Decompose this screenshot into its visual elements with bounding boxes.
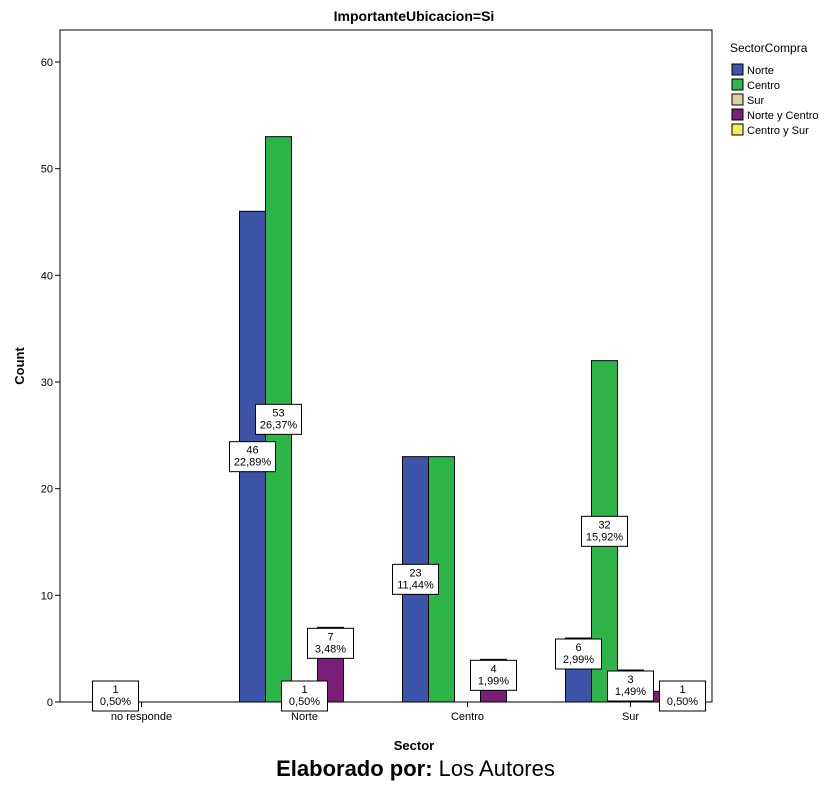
data-label: 6 bbox=[575, 642, 581, 654]
x-tick-label: Norte bbox=[291, 711, 318, 723]
y-tick-label: 60 bbox=[41, 57, 53, 69]
data-label: 1,99% bbox=[478, 675, 509, 687]
footer-text: Los Autores bbox=[432, 756, 555, 781]
legend-swatch bbox=[731, 123, 744, 136]
legend-swatch bbox=[731, 63, 744, 76]
data-label: 1 bbox=[301, 684, 307, 696]
x-tick-label: Sur bbox=[622, 711, 639, 723]
data-label: 46 bbox=[246, 445, 258, 457]
data-label: 53 bbox=[272, 407, 284, 419]
data-label-box bbox=[92, 680, 139, 712]
data-label: 15,92% bbox=[586, 531, 624, 543]
data-label: 11,44% bbox=[397, 579, 434, 591]
legend-swatch bbox=[731, 108, 744, 121]
bar-chart: ImportanteUbicacion=Si 0 10 20 30 40 50 60 Count… bbox=[12, 8, 819, 750]
data-label: 0,50% bbox=[289, 696, 320, 708]
data-label-box bbox=[392, 563, 439, 595]
data-label: 23 bbox=[409, 567, 421, 579]
y-tick-label: 40 bbox=[41, 270, 53, 282]
y-tick-label: 0 bbox=[47, 697, 53, 709]
x-tick-label: Centro bbox=[451, 711, 484, 723]
data-label: 22,89% bbox=[234, 457, 272, 469]
data-label: 2,99% bbox=[563, 654, 594, 666]
data-label-box bbox=[607, 670, 654, 702]
data-label-box bbox=[281, 680, 328, 712]
y-axis-label: Count bbox=[12, 347, 27, 385]
data-label-box bbox=[555, 638, 602, 670]
data-label-box bbox=[307, 627, 354, 659]
data-label: 4 bbox=[490, 663, 496, 675]
legend-item-label: Centro bbox=[747, 80, 780, 92]
legend-title: SectorCompra bbox=[730, 41, 808, 55]
data-label: 3,48% bbox=[315, 643, 346, 655]
legend-item-label: Sur bbox=[747, 95, 764, 107]
x-axis-label: Sector bbox=[394, 738, 434, 750]
footer-bold: Elaborado por: bbox=[276, 756, 433, 781]
chart-title: ImportanteUbicacion=Si bbox=[334, 8, 495, 24]
data-label-box bbox=[470, 659, 517, 691]
footer-caption: Elaborado por: Los Autores bbox=[0, 756, 831, 782]
data-label: 32 bbox=[598, 519, 610, 531]
data-label-box bbox=[659, 680, 706, 712]
legend-item-label: Norte y Centro bbox=[747, 110, 819, 122]
data-label-box bbox=[255, 403, 302, 435]
data-label: 26,37% bbox=[260, 419, 298, 431]
legend-swatch bbox=[731, 78, 744, 91]
data-label: 1 bbox=[679, 684, 685, 696]
y-tick-label: 10 bbox=[41, 590, 53, 602]
legend-swatch bbox=[731, 93, 744, 106]
data-label: 1,49% bbox=[615, 686, 646, 698]
data-label-box bbox=[229, 441, 276, 473]
legend-item-label: Centro y Sur bbox=[747, 125, 809, 137]
data-label: 0,50% bbox=[100, 696, 131, 708]
legend-item-label: Norte bbox=[747, 65, 774, 77]
data-label: 7 bbox=[327, 631, 333, 643]
data-label: 3 bbox=[627, 674, 633, 686]
data-label: 0,50% bbox=[667, 696, 698, 708]
y-tick-label: 20 bbox=[41, 484, 53, 496]
y-tick-label: 30 bbox=[41, 377, 53, 389]
x-tick-label: no responde bbox=[111, 711, 172, 723]
y-tick-label: 50 bbox=[41, 164, 53, 176]
data-label-box bbox=[581, 515, 628, 547]
data-label: 1 bbox=[112, 684, 118, 696]
